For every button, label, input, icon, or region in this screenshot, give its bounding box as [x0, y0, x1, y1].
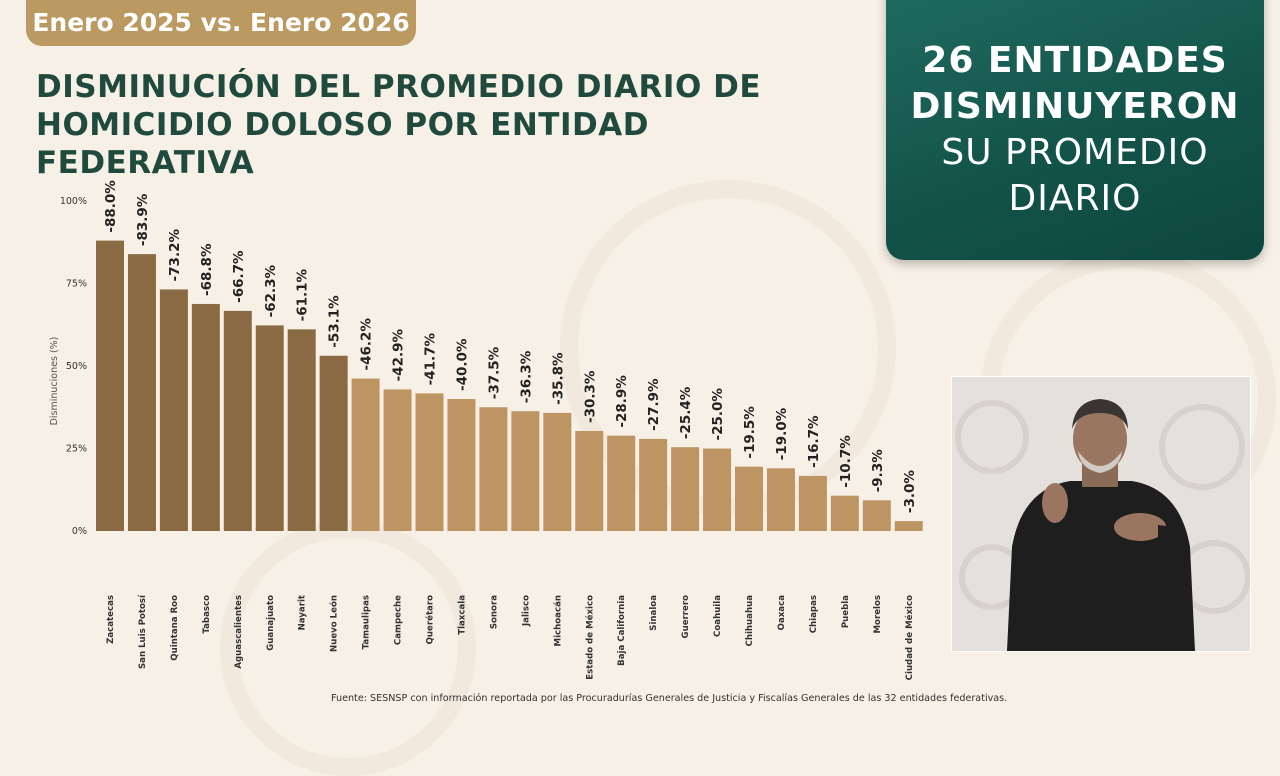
bar-data-label: -83.9%: [135, 193, 151, 246]
x-tick-label: Coahuila: [713, 595, 723, 637]
bar-data-label: -36.3%: [518, 350, 534, 403]
bar-data-label: -53.1%: [327, 295, 343, 348]
bar: [223, 310, 252, 531]
bar: [351, 378, 380, 531]
bar-data-label: -88.0%: [103, 180, 119, 233]
y-tick-label: 50%: [66, 361, 87, 372]
x-tick-label: Tabasco: [202, 595, 212, 634]
x-tick-label: San Luis Potosí: [138, 594, 148, 669]
bar: [447, 399, 476, 531]
bar: [127, 254, 156, 531]
bar: [96, 240, 124, 531]
x-tick-label: Michoacán: [553, 595, 563, 646]
bar: [830, 495, 859, 531]
x-tick-label: Campeche: [394, 595, 404, 645]
x-tick-label: Sinaloa: [649, 595, 659, 631]
bar-chart: 0% 25% 50% 75% 100% Disminuciones (%) -88.0% Za…: [49, 180, 923, 680]
bar: [543, 412, 572, 531]
x-tick-label: Nuevo León: [329, 595, 340, 652]
x-tick-label: Oaxaca: [777, 595, 787, 631]
bar-data-label: -42.9%: [391, 329, 407, 382]
x-tick-label: Guerrero: [681, 595, 691, 639]
bar-data-label: -62.3%: [263, 264, 279, 317]
x-tick-label: Zacatecas: [106, 595, 116, 644]
bar: [191, 303, 220, 531]
bar-data-label: -41.7%: [423, 332, 439, 385]
bar-data-label: -9.3%: [870, 449, 886, 493]
banner-line-3: SU PROMEDIO: [941, 132, 1209, 173]
bar: [894, 521, 923, 531]
date-range-label: Enero 2025 vs. Enero 2026: [26, 0, 416, 46]
x-tick-label: Nayarit: [298, 595, 308, 630]
x-tick-label: Tlaxcala: [457, 595, 467, 635]
bar: [319, 355, 348, 531]
bar: [479, 407, 508, 531]
bar: [639, 438, 668, 531]
x-tick-label: Baja California: [617, 595, 627, 666]
bar-data-label: -68.8%: [199, 243, 215, 296]
x-tick-label: Chihuahua: [745, 595, 755, 647]
x-tick-label: Puebla: [841, 595, 851, 628]
bar-data-label: -66.7%: [231, 250, 247, 303]
bar-data-label: -35.8%: [550, 352, 566, 405]
interpreter-figure: [952, 377, 1250, 651]
chart-title-line-2: HOMICIDIO DOLOSO POR ENTIDAD FEDERATIVA: [36, 107, 649, 181]
y-axis-label: Disminuciones (%): [49, 337, 60, 426]
chart-title: DISMINUCIÓN DEL PROMEDIO DIARIO DE HOMIC…: [36, 68, 876, 182]
x-tick-label: Aguascalientes: [234, 595, 244, 669]
x-tick-label: Ciudad de México: [904, 595, 915, 680]
bar-data-label: -73.2%: [167, 229, 183, 282]
bar: [511, 411, 540, 531]
bar: [383, 389, 412, 531]
bar: [798, 475, 827, 531]
bar: [862, 500, 891, 531]
bar: [735, 466, 763, 531]
bar: [255, 325, 284, 531]
bar-data-label: -40.0%: [454, 338, 470, 391]
y-tick-label: 100%: [60, 196, 87, 207]
x-tick-label: Jalisco: [521, 595, 531, 627]
bar-data-label: -3.0%: [902, 470, 918, 514]
bar-data-label: -61.1%: [295, 268, 311, 321]
x-tick-label: Quintana Roo: [170, 595, 180, 661]
x-tick-label: Querétaro: [425, 595, 436, 644]
banner-line-1: 26 ENTIDADES: [922, 40, 1228, 81]
y-tick-label: 0%: [72, 526, 87, 537]
sign-language-interpreter-video: [951, 376, 1251, 652]
bar-data-label: -28.9%: [614, 375, 630, 428]
bar: [575, 431, 604, 531]
x-tick-label: Morelos: [873, 595, 883, 634]
y-tick-label: 25%: [66, 444, 87, 455]
bar-data-label: -16.7%: [806, 415, 822, 468]
source-note: Fuente: SESNSP con información reportada…: [331, 693, 1008, 704]
y-tick-label: 75%: [66, 279, 87, 290]
x-tick-label: Guanajuato: [266, 595, 276, 651]
bar-data-label: -27.9%: [646, 378, 662, 431]
banner-line-4: DIARIO: [1008, 178, 1142, 219]
bar: [607, 435, 636, 531]
x-tick-label: Tamaulipas: [362, 595, 372, 649]
bar-data-label: -25.4%: [678, 386, 694, 439]
bar-data-label: -46.2%: [359, 318, 375, 371]
bar-data-label: -10.7%: [838, 435, 854, 488]
bar: [415, 393, 444, 531]
bar-data-label: -19.5%: [742, 406, 758, 459]
x-tick-label: Chiapas: [809, 595, 819, 633]
banner-line-2: DISMINUYERON: [910, 86, 1240, 127]
bar: [287, 329, 316, 531]
chart-title-line-1: DISMINUCIÓN DEL PROMEDIO DIARIO DE: [36, 69, 762, 105]
bar-data-label: -19.0%: [774, 407, 790, 460]
summary-banner: 26 ENTIDADES DISMINUYERON SU PROMEDIO DI…: [886, 0, 1264, 260]
bar: [766, 468, 795, 531]
bar-data-label: -25.0%: [710, 388, 726, 441]
x-tick-label: Estado de México: [584, 595, 595, 680]
bar: [703, 448, 732, 531]
bar-data-label: -37.5%: [486, 346, 502, 399]
bar-data-label: -30.3%: [582, 370, 598, 423]
x-tick-label: Sonora: [489, 595, 499, 629]
bar: [671, 447, 700, 531]
bar: [159, 289, 188, 531]
